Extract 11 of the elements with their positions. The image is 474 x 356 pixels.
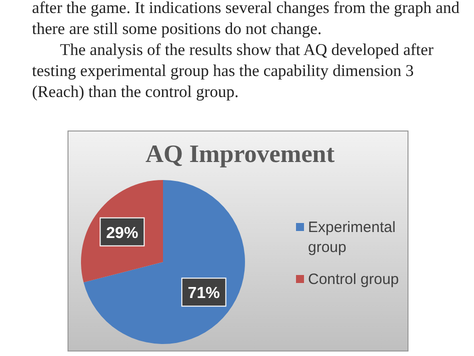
text: (Reach) than the control group. <box>32 82 239 101</box>
pie-slice <box>84 180 245 344</box>
data-label: 71% <box>188 285 220 302</box>
text: after the game. It indications several changes from the graph and <box>32 0 460 17</box>
text: testing experimental group has the capability dimension 3 <box>32 61 414 80</box>
chart-title: AQ Improvement <box>145 141 336 168</box>
legend-label: Control group <box>308 271 399 288</box>
text: The analysis of the results show that AQ developed after <box>60 40 434 59</box>
text: there are still some positions do not change. <box>32 19 322 38</box>
data-label: 29% <box>106 224 138 242</box>
legend-label: Experimental group <box>308 219 396 256</box>
